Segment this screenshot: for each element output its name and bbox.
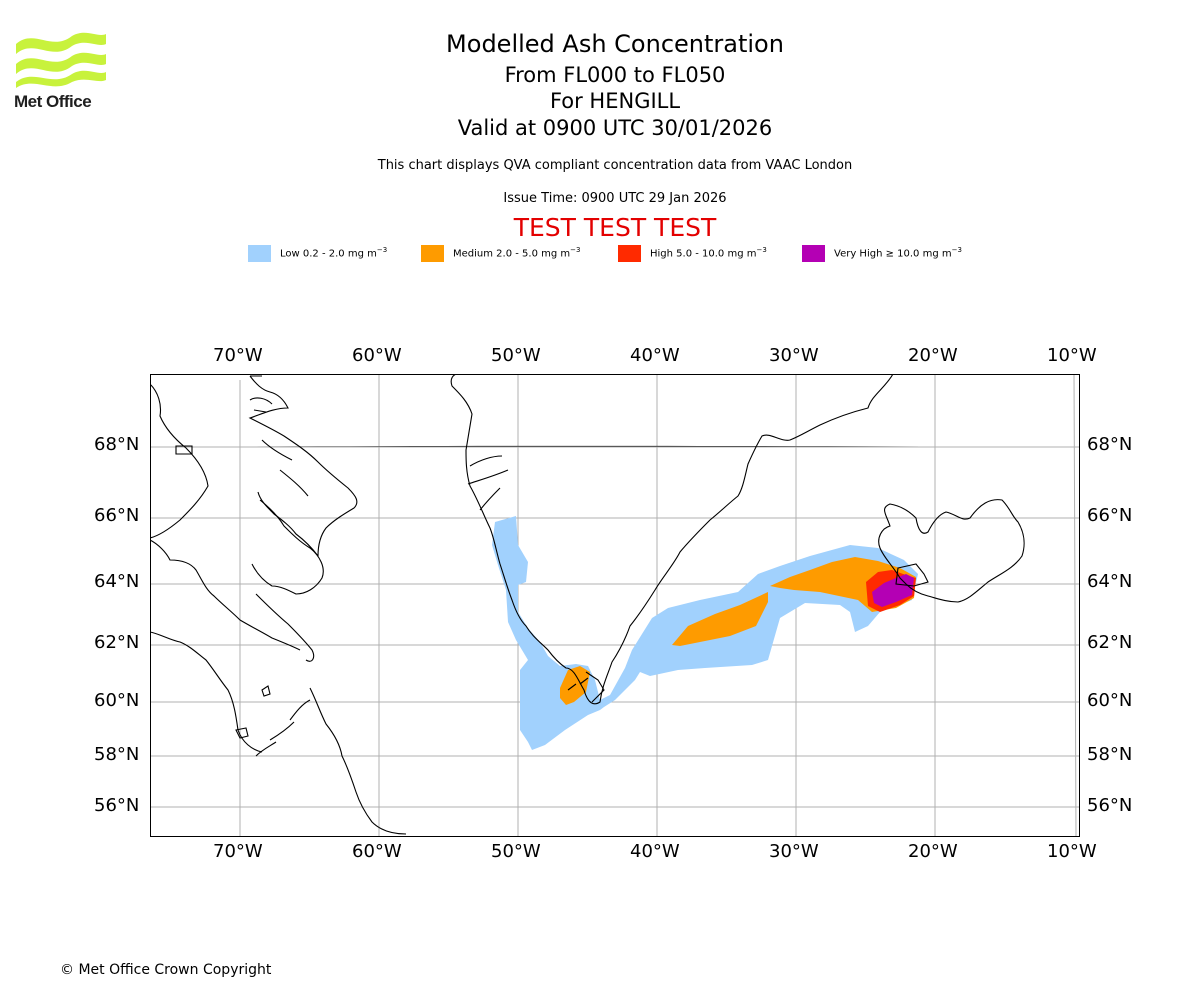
- lat-tick-left-68n: 68°N: [94, 434, 140, 455]
- lon-tick-top-60w: 60°W: [352, 345, 402, 366]
- legend-swatch-low: [248, 245, 271, 262]
- lat-tick-left-60n: 60°N: [94, 690, 140, 711]
- lon-tick-top-50w: 50°W: [491, 345, 541, 366]
- ash-concentration-map: [150, 374, 1080, 837]
- lat-tick-left-56n: 56°N: [94, 795, 140, 816]
- met-office-wordmark: Met Office: [14, 92, 92, 111]
- lat-tick-right-68n: 68°N: [1087, 434, 1133, 455]
- legend-label-medium: Medium 2.0 - 5.0 mg m−3: [453, 246, 581, 260]
- test-banner: TEST TEST TEST: [513, 213, 717, 242]
- flight-level-range: From FL000 to FL050: [504, 63, 726, 87]
- volcano-location: For HENGILL: [549, 89, 681, 113]
- legend-swatch-very-high: [802, 245, 825, 262]
- lon-tick-bottom-20w: 20°W: [908, 841, 958, 862]
- lat-tick-right-66n: 66°N: [1087, 505, 1133, 526]
- lat-tick-left-64n: 64°N: [94, 571, 140, 592]
- lon-tick-bottom-10w: 10°W: [1047, 841, 1097, 862]
- lon-tick-top-70w: 70°W: [213, 345, 263, 366]
- lon-tick-top-30w: 30°W: [769, 345, 819, 366]
- coastlines: [150, 374, 1025, 835]
- lon-tick-bottom-70w: 70°W: [213, 841, 263, 862]
- copyright-notice: © Met Office Crown Copyright: [60, 962, 272, 978]
- legend-label-low: Low 0.2 - 2.0 mg m−3: [280, 246, 388, 260]
- map-gridlines: [150, 374, 1080, 837]
- lat-tick-left-58n: 58°N: [94, 744, 140, 765]
- valid-time: Valid at 0900 UTC 30/01/2026: [457, 116, 773, 140]
- lat-tick-left-66n: 66°N: [94, 505, 140, 526]
- issue-time: Issue Time: 0900 UTC 29 Jan 2026: [503, 191, 727, 206]
- chart-description: This chart displays QVA compliant concen…: [377, 158, 853, 173]
- lon-tick-top-10w: 10°W: [1047, 345, 1097, 366]
- lon-tick-top-40w: 40°W: [630, 345, 680, 366]
- chart-title: Modelled Ash Concentration: [446, 30, 784, 58]
- met-office-logo-icon: [16, 32, 106, 88]
- legend-label-very-high: Very High ≥ 10.0 mg m−3: [834, 246, 962, 260]
- lat-tick-right-62n: 62°N: [1087, 632, 1133, 653]
- lon-tick-bottom-30w: 30°W: [769, 841, 819, 862]
- lon-tick-bottom-60w: 60°W: [352, 841, 402, 862]
- lon-tick-top-20w: 20°W: [908, 345, 958, 366]
- lat-tick-right-60n: 60°N: [1087, 690, 1133, 711]
- lon-tick-bottom-40w: 40°W: [630, 841, 680, 862]
- lat-tick-left-62n: 62°N: [94, 632, 140, 653]
- legend-swatch-high: [618, 245, 641, 262]
- ash-area-medium: [560, 557, 916, 705]
- lat-tick-right-64n: 64°N: [1087, 571, 1133, 592]
- lat-tick-right-58n: 58°N: [1087, 744, 1133, 765]
- legend-swatch-medium: [421, 245, 444, 262]
- legend-label-high: High 5.0 - 10.0 mg m−3: [650, 246, 767, 260]
- lat-tick-right-56n: 56°N: [1087, 795, 1133, 816]
- lon-tick-bottom-50w: 50°W: [491, 841, 541, 862]
